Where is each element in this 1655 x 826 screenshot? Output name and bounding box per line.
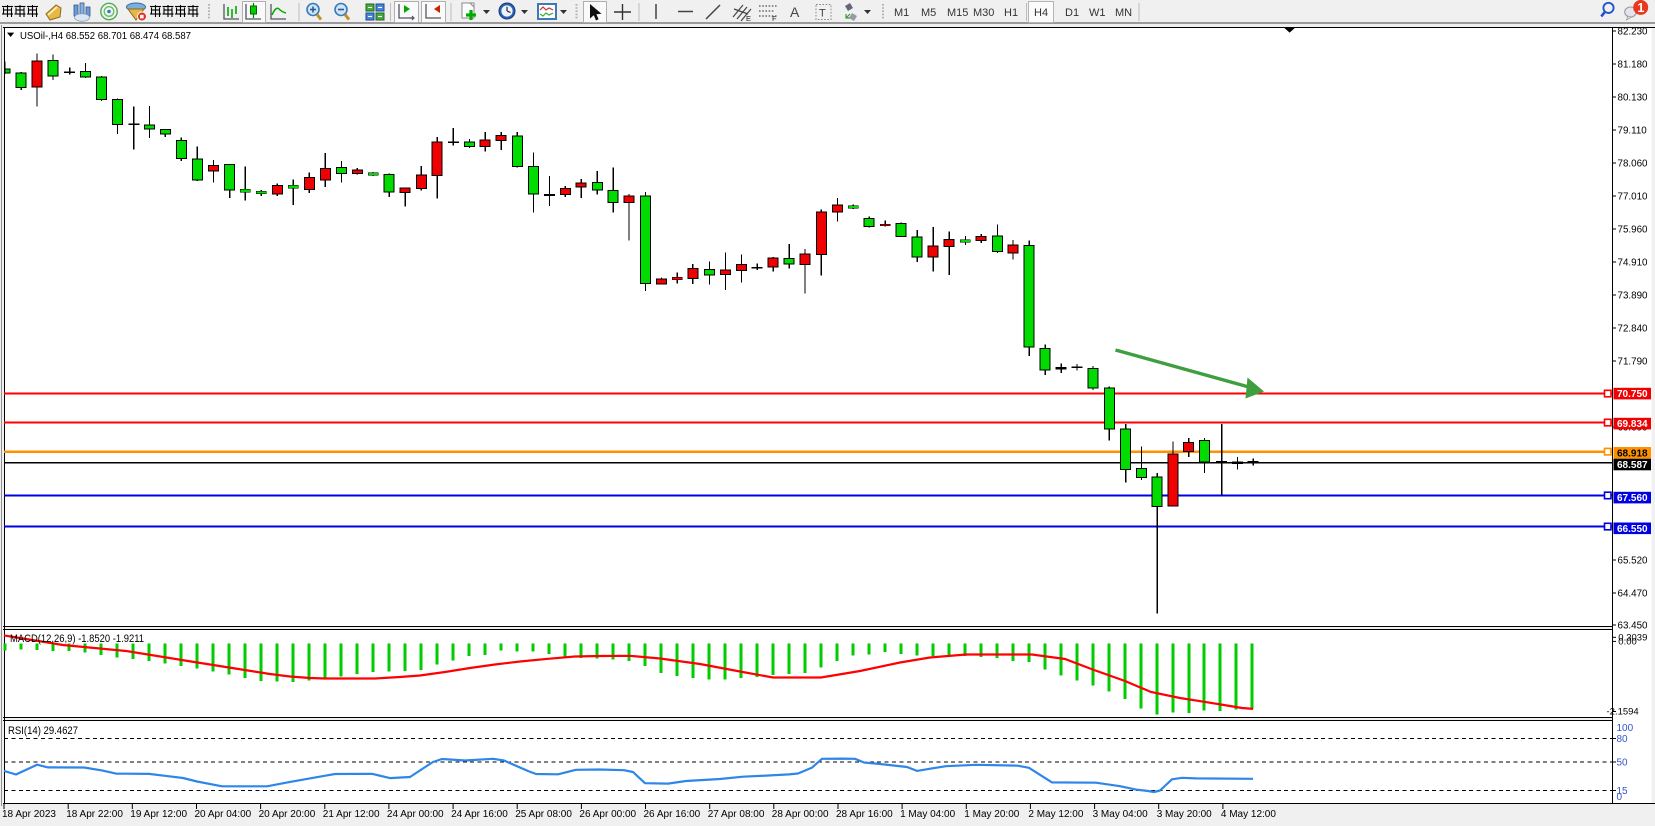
svg-text:M5: M5 [921, 7, 936, 19]
svg-text:67.560: 67.560 [1617, 493, 1648, 504]
svg-text:21 Apr 12:00: 21 Apr 12:00 [323, 809, 380, 820]
svg-text:71.790: 71.790 [1618, 356, 1649, 367]
svg-text:3 May 20:00: 3 May 20:00 [1157, 809, 1212, 820]
svg-text:A: A [790, 4, 800, 20]
svg-text:M30: M30 [973, 7, 994, 19]
svg-text:68.587: 68.587 [1617, 460, 1648, 471]
svg-text:81.180: 81.180 [1618, 59, 1649, 70]
svg-text:78.060: 78.060 [1618, 158, 1649, 169]
svg-text:1 May 04:00: 1 May 04:00 [900, 809, 955, 820]
svg-text:2 May 12:00: 2 May 12:00 [1028, 809, 1083, 820]
svg-text:0.3039: 0.3039 [1618, 633, 1647, 644]
svg-text:W1: W1 [1089, 7, 1106, 19]
svg-text:D1: D1 [1065, 7, 1079, 19]
svg-text:18 Apr 22:00: 18 Apr 22:00 [66, 809, 123, 820]
svg-text:USOil-,H4 68.552 68.701 68.47: USOil-,H4 68.552 68.701 68.474 68.587 [20, 31, 191, 42]
svg-text:65.520: 65.520 [1618, 555, 1649, 566]
svg-text:26 Apr 16:00: 26 Apr 16:00 [644, 809, 701, 820]
svg-text:28 Apr 16:00: 28 Apr 16:00 [836, 809, 893, 820]
svg-text:M1: M1 [894, 7, 909, 19]
svg-text:T: T [819, 8, 826, 20]
svg-text:100: 100 [1617, 723, 1634, 734]
svg-text:15: 15 [1617, 786, 1629, 797]
svg-text:64.470: 64.470 [1618, 588, 1649, 599]
svg-text:1: 1 [1637, 1, 1644, 15]
svg-text:-2.1594: -2.1594 [1607, 707, 1639, 718]
svg-text:73.890: 73.890 [1618, 290, 1649, 301]
svg-text:77.010: 77.010 [1618, 191, 1649, 202]
svg-text:63.450: 63.450 [1618, 620, 1649, 631]
svg-text:4 May 12:00: 4 May 12:00 [1221, 809, 1276, 820]
svg-text:79.110: 79.110 [1618, 125, 1648, 136]
svg-text:F: F [772, 14, 777, 23]
svg-text:66.550: 66.550 [1617, 524, 1648, 535]
svg-text:1 May 20:00: 1 May 20:00 [964, 809, 1019, 820]
svg-text:82.230: 82.230 [1618, 26, 1649, 37]
svg-text:26 Apr 00:00: 26 Apr 00:00 [579, 809, 636, 820]
svg-text:68.918: 68.918 [1617, 448, 1648, 459]
svg-text:24 Apr 16:00: 24 Apr 16:00 [451, 809, 508, 820]
svg-text:20 Apr 04:00: 20 Apr 04:00 [195, 809, 252, 820]
svg-text:0: 0 [1617, 792, 1623, 803]
svg-text:70.750: 70.750 [1617, 389, 1648, 400]
svg-text:H4: H4 [1034, 7, 1048, 19]
svg-text:MACD(12,26,9) -1.8520 -1.9211: MACD(12,26,9) -1.8520 -1.9211 [10, 633, 144, 645]
svg-text:50: 50 [1617, 758, 1629, 769]
svg-text:25 Apr 08:00: 25 Apr 08:00 [515, 809, 572, 820]
svg-text:28 Apr 00:00: 28 Apr 00:00 [772, 809, 829, 820]
svg-text:18 Apr 2023: 18 Apr 2023 [2, 809, 56, 820]
svg-text:27 Apr 08:00: 27 Apr 08:00 [708, 809, 765, 820]
svg-text:MN: MN [1115, 7, 1132, 19]
svg-text:72.840: 72.840 [1618, 323, 1649, 334]
svg-text:RSI(14) 29.4627: RSI(14) 29.4627 [8, 725, 78, 737]
svg-text:19 Apr 12:00: 19 Apr 12:00 [130, 809, 187, 820]
svg-text:M15: M15 [947, 7, 968, 19]
svg-text:80: 80 [1617, 734, 1629, 745]
svg-text:20 Apr 20:00: 20 Apr 20:00 [259, 809, 316, 820]
svg-text:0.00: 0.00 [1618, 637, 1637, 648]
svg-text:3 May 04:00: 3 May 04:00 [1093, 809, 1148, 820]
svg-text:75.960: 75.960 [1618, 224, 1649, 235]
svg-text:24 Apr 00:00: 24 Apr 00:00 [387, 809, 444, 820]
svg-text:H1: H1 [1004, 7, 1018, 19]
svg-text:80.130: 80.130 [1618, 92, 1649, 103]
svg-text:E: E [746, 14, 751, 23]
svg-text:74.910: 74.910 [1618, 257, 1649, 268]
svg-text:69.834: 69.834 [1617, 419, 1648, 430]
